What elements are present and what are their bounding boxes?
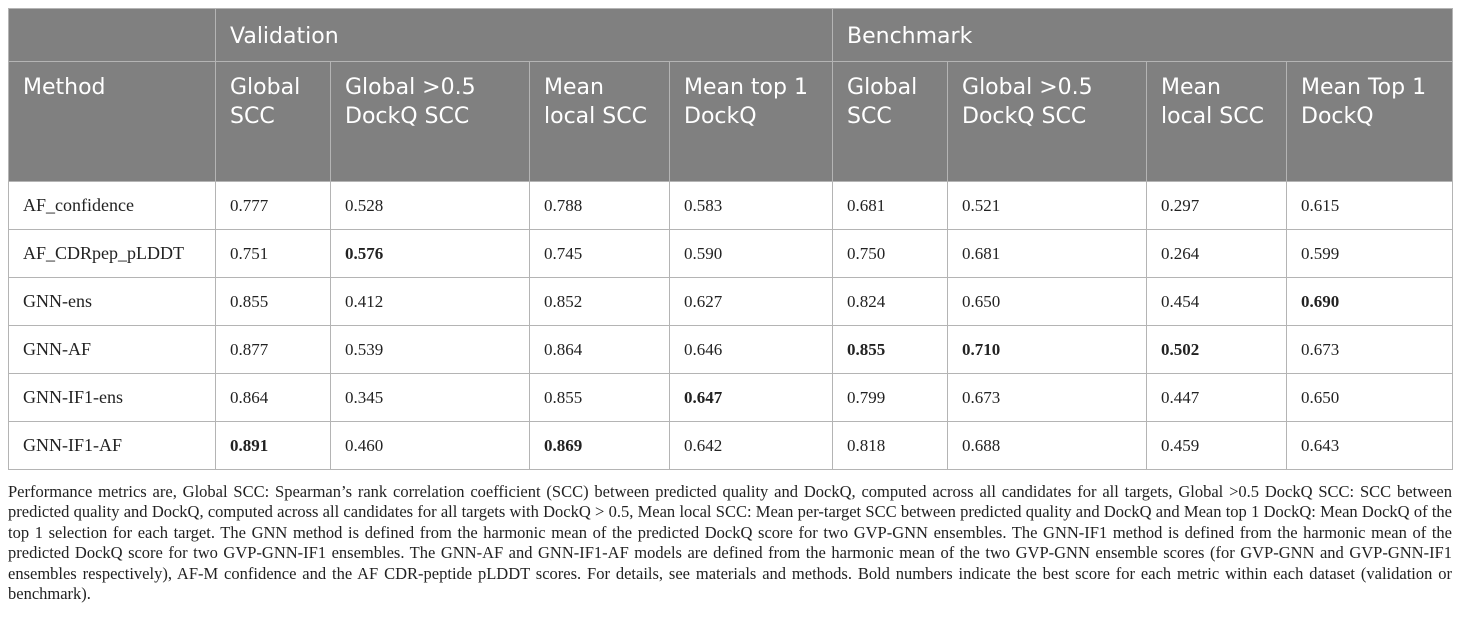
value-cell: 0.751 <box>215 229 331 278</box>
table-row: GNN-IF1-AF 0.891 0.460 0.869 0.642 0.818 0.688… <box>8 421 1454 470</box>
value-cell: 0.454 <box>1146 277 1288 326</box>
value-cell: 0.627 <box>668 277 834 326</box>
value-cell: 0.460 <box>330 421 530 470</box>
column-header-validation-global-scc: Global SCC <box>215 61 331 182</box>
value-cell: 0.777 <box>215 181 331 230</box>
method-cell: AF_CDRpep_pLDDT <box>8 229 216 278</box>
group-header-benchmark: Benchmark <box>832 8 1454 62</box>
value-cell: 0.576 <box>330 229 530 278</box>
value-cell: 0.710 <box>947 325 1148 374</box>
table-row: GNN-IF1-ens 0.864 0.345 0.855 0.647 0.799 0.67… <box>8 373 1454 422</box>
value-cell: 0.818 <box>832 421 949 470</box>
group-header-empty <box>8 8 216 62</box>
value-cell: 0.264 <box>1146 229 1288 278</box>
value-cell: 0.673 <box>947 373 1148 422</box>
value-cell: 0.864 <box>529 325 670 374</box>
column-header-method: Method <box>8 61 216 182</box>
value-cell: 0.642 <box>668 421 834 470</box>
table-body: AF_confidence 0.777 0.528 0.788 0.583 0.681 0.… <box>8 181 1454 470</box>
column-header-benchmark-global-scc: Global SCC <box>832 61 949 182</box>
value-cell: 0.877 <box>215 325 331 374</box>
table-footnote: Performance metrics are, Global SCC: Spe… <box>8 482 1452 604</box>
value-cell: 0.855 <box>529 373 670 422</box>
value-cell: 0.788 <box>529 181 670 230</box>
value-cell: 0.521 <box>947 181 1148 230</box>
value-cell: 0.852 <box>529 277 670 326</box>
column-header-validation-mean-local-scc: Mean local SCC <box>529 61 670 182</box>
value-cell: 0.864 <box>215 373 331 422</box>
column-header-validation-mean-top1-dockq: Mean top 1 DockQ <box>668 61 834 182</box>
table-row: GNN-ens 0.855 0.412 0.852 0.627 0.824 0.650 0.4… <box>8 277 1454 326</box>
column-header-benchmark-global-dockq-scc: Global >0.5 DockQ SCC <box>947 61 1148 182</box>
group-header-row: Validation Benchmark <box>8 8 1454 62</box>
method-cell: GNN-IF1-ens <box>8 373 216 422</box>
value-cell: 0.539 <box>330 325 530 374</box>
value-cell: 0.690 <box>1286 277 1454 326</box>
column-header-validation-global-dockq-scc: Global >0.5 DockQ SCC <box>330 61 530 182</box>
value-cell: 0.855 <box>215 277 331 326</box>
value-cell: 0.650 <box>1286 373 1454 422</box>
table-row: AF_confidence 0.777 0.528 0.788 0.583 0.681 0.… <box>8 181 1454 230</box>
method-cell: AF_confidence <box>8 181 216 230</box>
value-cell: 0.750 <box>832 229 949 278</box>
value-cell: 0.646 <box>668 325 834 374</box>
value-cell: 0.891 <box>215 421 331 470</box>
method-cell: GNN-IF1-AF <box>8 421 216 470</box>
value-cell: 0.745 <box>529 229 670 278</box>
metrics-table: Validation Benchmark Method Global SCC G… <box>8 8 1454 470</box>
value-cell: 0.647 <box>668 373 834 422</box>
value-cell: 0.615 <box>1286 181 1454 230</box>
column-header-benchmark-mean-top1-dockq: Mean Top 1 DockQ <box>1286 61 1454 182</box>
value-cell: 0.824 <box>832 277 949 326</box>
value-cell: 0.643 <box>1286 421 1454 470</box>
value-cell: 0.583 <box>668 181 834 230</box>
column-header-row: Method Global SCC Global >0.5 DockQ SCC … <box>8 61 1454 182</box>
value-cell: 0.297 <box>1146 181 1288 230</box>
value-cell: 0.447 <box>1146 373 1288 422</box>
value-cell: 0.459 <box>1146 421 1288 470</box>
value-cell: 0.650 <box>947 277 1148 326</box>
method-cell: GNN-ens <box>8 277 216 326</box>
value-cell: 0.528 <box>330 181 530 230</box>
value-cell: 0.869 <box>529 421 670 470</box>
value-cell: 0.688 <box>947 421 1148 470</box>
value-cell: 0.590 <box>668 229 834 278</box>
value-cell: 0.799 <box>832 373 949 422</box>
table-row: GNN-AF 0.877 0.539 0.864 0.646 0.855 0.710 0.50… <box>8 325 1454 374</box>
column-header-benchmark-mean-local-scc: Mean local SCC <box>1146 61 1288 182</box>
group-header-validation: Validation <box>214 8 834 62</box>
value-cell: 0.345 <box>330 373 530 422</box>
value-cell: 0.681 <box>947 229 1148 278</box>
value-cell: 0.673 <box>1286 325 1454 374</box>
value-cell: 0.681 <box>832 181 949 230</box>
value-cell: 0.502 <box>1146 325 1288 374</box>
value-cell: 0.599 <box>1286 229 1454 278</box>
method-cell: GNN-AF <box>8 325 216 374</box>
value-cell: 0.412 <box>330 277 530 326</box>
value-cell: 0.855 <box>832 325 949 374</box>
table-row: AF_CDRpep_pLDDT 0.751 0.576 0.745 0.590 0.750… <box>8 229 1454 278</box>
table-figure: Validation Benchmark Method Global SCC G… <box>8 8 1454 604</box>
